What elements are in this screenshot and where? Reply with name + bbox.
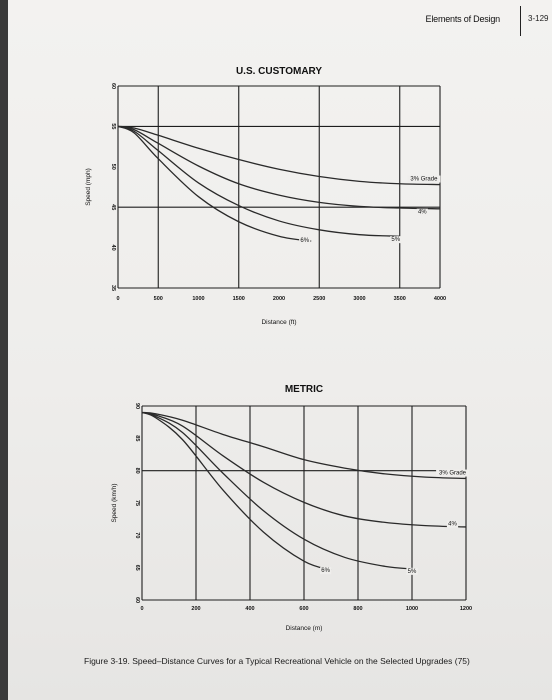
chart-us-customary: U.S. CUSTOMARY 0 500 1000 1500 2000 2500 3000 35…: [85, 66, 446, 326]
metric-curve-label-5pct: 5%: [408, 569, 417, 575]
us-x-tick-label: 4000: [434, 296, 446, 302]
us-curve-label-5pct: 5%: [391, 237, 400, 243]
metric-y-axis-label: Speed (km/h): [111, 483, 118, 522]
us-y-tick-label: 35: [110, 285, 116, 291]
metric-y-tick-label: 60: [134, 597, 140, 603]
chart-metric: METRIC 0 200 400 600 800 1000 1200 60 65 70 75 80 85 9…: [111, 384, 472, 632]
us-curve-label-bg-3pct-grade: [407, 175, 441, 183]
metric-chart-title: METRIC: [285, 384, 323, 395]
header-divider: [520, 6, 521, 36]
us-curve-5pct: [117, 125, 400, 237]
metric-x-tick-label: 0: [140, 606, 143, 612]
metric-grid: [141, 405, 467, 601]
us-x-tick-label: 2500: [313, 296, 325, 302]
metric-y-tick-label: 75: [134, 500, 140, 506]
us-y-tick-label: 50: [110, 164, 116, 170]
metric-x-axis-label: Distance (m): [286, 625, 323, 632]
us-curve-6pct: [117, 125, 312, 242]
metric-y-tick-label: 85: [134, 435, 140, 441]
metric-x-tick-label: 1000: [406, 606, 418, 612]
metric-x-tick-label: 600: [299, 606, 308, 612]
us-y-tick-label: 55: [110, 123, 116, 129]
us-x-tick-label: 3500: [394, 296, 406, 302]
metric-y-tick-label: 65: [134, 565, 140, 571]
metric-curve-label-bg-6pct: [320, 567, 332, 575]
metric-x-tick-label: 400: [245, 606, 254, 612]
us-curve-label-bg-4pct: [416, 208, 428, 216]
metric-x-tick-label: 1200: [460, 606, 472, 612]
metric-curve-label-6pct: 6%: [321, 568, 330, 574]
us-curve-label-6pct: 6%: [300, 238, 309, 244]
us-x-tick-label: 3000: [353, 296, 365, 302]
us-chart-title: U.S. CUSTOMARY: [236, 66, 322, 77]
book-page: Elements of Design 3-129 U.S. CUSTOMARY 0…: [8, 0, 552, 700]
metric-curve-4pct: [141, 411, 467, 528]
metric-y-tick-label: 70: [134, 532, 140, 538]
metric-curve-6pct: [141, 411, 332, 571]
us-y-tick-label: 40: [110, 245, 116, 251]
us-x-tick-label: 0: [116, 296, 119, 302]
us-y-tick-label: 45: [110, 204, 116, 210]
metric-y-tick-label: 80: [134, 468, 140, 474]
metric-curve-label-bg-3pct-grade: [436, 469, 469, 477]
us-curve-label-3pct-grade: 3% Grade: [410, 177, 438, 183]
metric-curve-3pct-grade: [141, 411, 467, 480]
us-curve-label-bg-6pct: [299, 236, 311, 244]
metric-x-tick-label: 200: [191, 606, 200, 612]
metric-curve-label-bg-4pct: [446, 520, 459, 528]
us-y-axis-label: Speed (mph): [85, 168, 92, 206]
metric-y-tick-label: 90: [134, 403, 140, 409]
us-curve-label-4pct: 4%: [418, 210, 427, 216]
us-y-tick-label: 60: [110, 83, 116, 89]
metric-curve-label-3pct-grade: 3% Grade: [439, 471, 467, 477]
metric-curve-5pct: [141, 411, 413, 570]
us-x-tick-label: 1500: [233, 296, 245, 302]
us-x-axis-label: Distance (ft): [261, 319, 296, 326]
us-x-tick-label: 2000: [273, 296, 285, 302]
running-header-page-number: 3-129: [528, 14, 549, 23]
us-x-tick-label: 500: [154, 296, 163, 302]
metric-curve-label-4pct: 4%: [448, 522, 457, 528]
us-x-tick-label: 1000: [192, 296, 204, 302]
metric-x-tick-label: 800: [353, 606, 362, 612]
us-curve-4pct: [117, 125, 441, 210]
us-curve-label-bg-5pct: [390, 236, 402, 244]
us-grid: [117, 85, 441, 289]
running-header-section: Elements of Design: [425, 14, 501, 24]
us-curve-3pct-grade: [117, 125, 441, 186]
figure-caption: Figure 3-19. Speed–Distance Curves for a…: [84, 656, 470, 666]
metric-curve-label-bg-5pct: [406, 567, 418, 575]
